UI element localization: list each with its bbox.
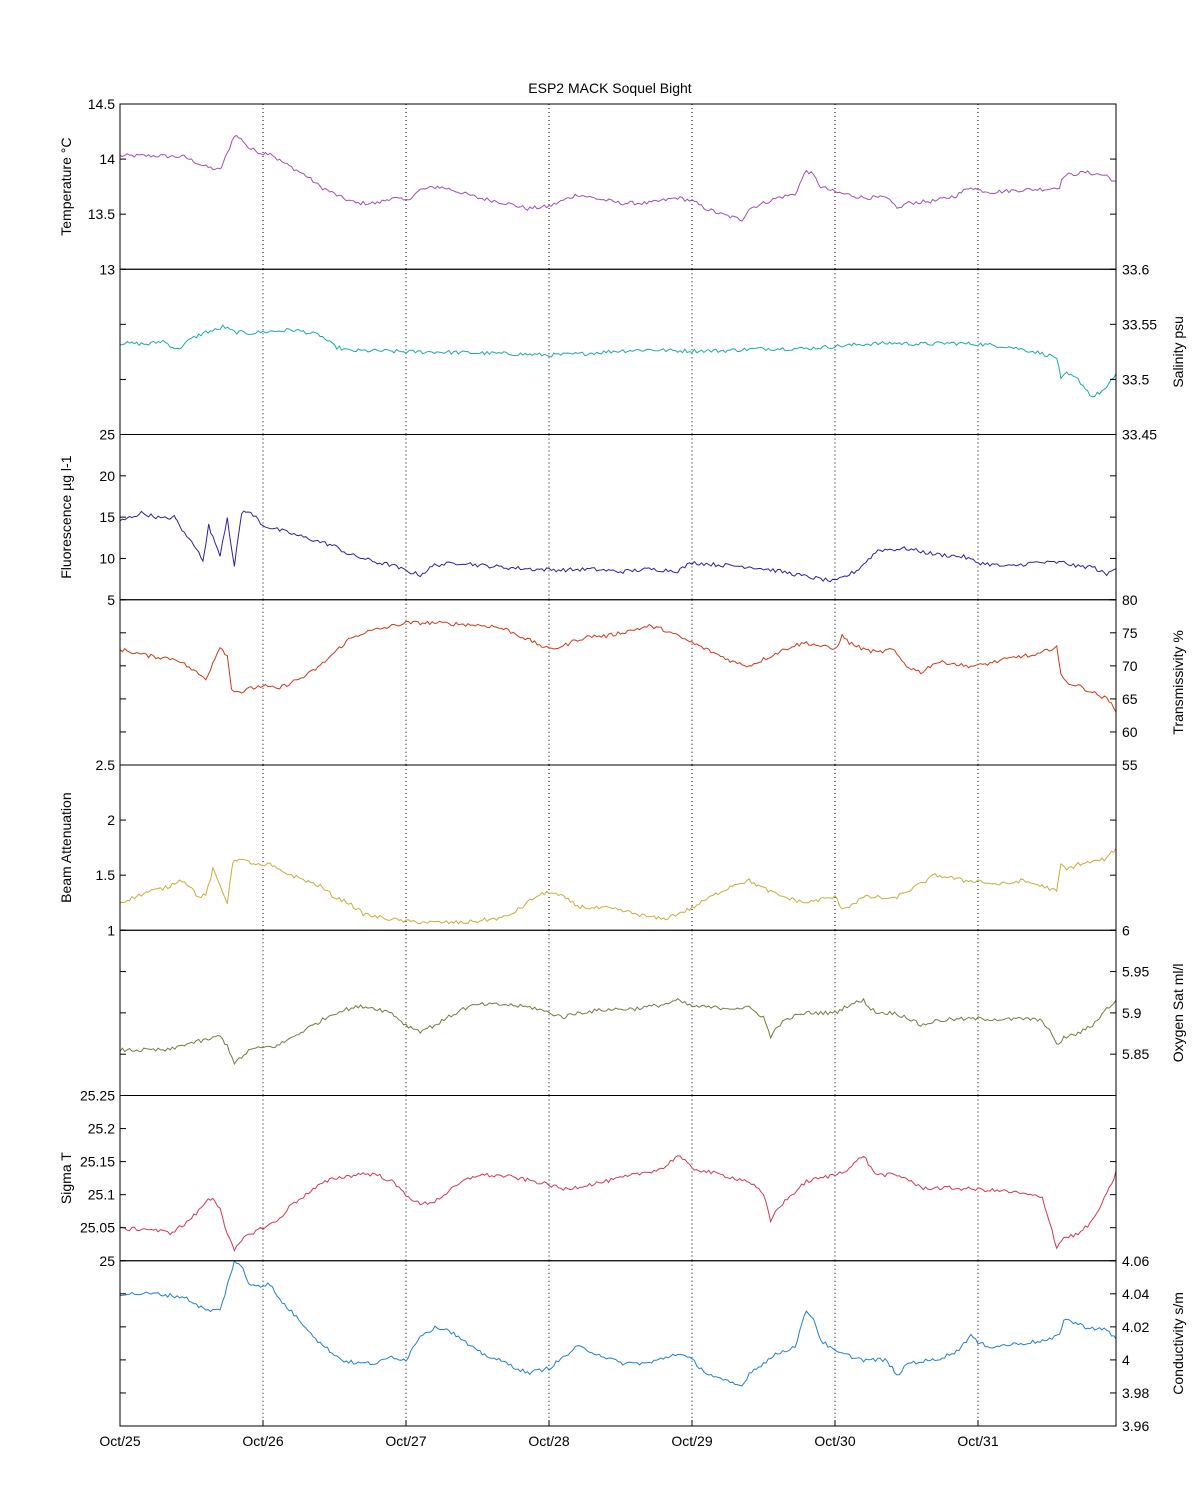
x-tick-label: Oct/25 — [99, 1433, 140, 1449]
y-axis-label-transmissivity: Transmissivity % — [1170, 630, 1186, 735]
series-line-fluorescence — [119, 503, 1117, 583]
y-tick-label: 33.5 — [1122, 371, 1149, 387]
y-tick-label: 2.5 — [96, 757, 116, 773]
y-tick-label: 25.05 — [80, 1220, 115, 1236]
panel-frame — [119, 764, 1117, 931]
y-tick-label: 2 — [107, 812, 115, 828]
y-tick-label: 33.55 — [1122, 316, 1157, 332]
y-axis-label-temperature: Temperature °C — [58, 138, 74, 236]
y-tick-label: 75 — [1122, 625, 1138, 641]
y-tick-label: 3.96 — [1122, 1418, 1149, 1434]
series-line-salinity — [119, 324, 1117, 398]
panel-conductivity: 3.96 3.98 4 4.02 4.04 4.06 Conductivity s/m — [119, 1253, 1186, 1434]
y-tick-label: 5 — [107, 592, 115, 608]
y-tick-label: 65 — [1122, 691, 1138, 707]
panel-oxygen: 5.85 5.9 5.95 6 Oxygen Sat ml/l — [119, 922, 1186, 1096]
panel-sigma_t: 25 25.05 25.1 25.15 25.2 25.25 Sigma T — [58, 1088, 1117, 1269]
y-tick-label: 1 — [107, 922, 115, 938]
y-axis-label-fluorescence: Fluorescence µg l-1 — [58, 455, 74, 578]
chart-title: ESP2 MACK Soquel Bight — [528, 80, 692, 96]
panel-temperature: 13 13.5 14 14.5 Temperature °C — [58, 96, 1117, 277]
y-tick-label: 25 — [99, 427, 115, 443]
y-tick-label: 4.06 — [1122, 1253, 1149, 1269]
y-tick-label: 5.95 — [1122, 964, 1149, 980]
y-tick-label: 14.5 — [88, 96, 115, 112]
x-tick-label: Oct/28 — [528, 1433, 569, 1449]
y-tick-label: 3.98 — [1122, 1385, 1149, 1401]
y-tick-label: 5.85 — [1122, 1046, 1149, 1062]
y-tick-label: 60 — [1122, 724, 1138, 740]
y-axis-label-sigma_t: Sigma T — [58, 1152, 74, 1204]
panel-frame — [119, 434, 1117, 601]
x-tick-label: Oct/29 — [671, 1433, 712, 1449]
y-tick-label: 25.2 — [88, 1121, 115, 1137]
y-tick-label: 80 — [1122, 592, 1138, 608]
series-line-temperature — [119, 134, 1117, 222]
y-tick-label: 14 — [99, 151, 115, 167]
y-tick-label: 55 — [1122, 757, 1138, 773]
y-axis-label-conductivity: Conductivity s/m — [1170, 1292, 1186, 1395]
y-tick-label: 5.9 — [1122, 1005, 1142, 1021]
x-tick-label: Oct/31 — [957, 1433, 998, 1449]
series-line-conductivity — [119, 1259, 1117, 1395]
panel-fluorescence: 5 10 15 20 25 Fluorescence µg l-1 — [58, 427, 1117, 608]
panel-frame — [119, 599, 1117, 766]
y-tick-label: 13 — [99, 261, 115, 277]
y-tick-label: 4 — [1122, 1352, 1130, 1368]
x-axis: Oct/25 Oct/26 Oct/27 Oct/28 Oct/29 Oct/30 Oct/… — [99, 1420, 999, 1449]
y-tick-label: 4.02 — [1122, 1319, 1149, 1335]
panel-frame — [119, 929, 1117, 1096]
y-tick-label: 25.1 — [88, 1187, 115, 1203]
y-tick-label: 25.15 — [80, 1154, 115, 1170]
x-tick-label: Oct/26 — [242, 1433, 283, 1449]
y-axis-label-beam_attenuation: Beam Attenuation — [58, 792, 74, 903]
y-tick-label: 20 — [99, 468, 115, 484]
y-tick-label: 13.5 — [88, 206, 115, 222]
y-tick-label: 33.6 — [1122, 261, 1149, 277]
series-line-beam_attenuation — [119, 786, 1117, 925]
x-tick-label: Oct/27 — [385, 1433, 426, 1449]
y-axis-label-oxygen: Oxygen Sat ml/l — [1170, 963, 1186, 1062]
x-tick-label: Oct/30 — [814, 1433, 855, 1449]
series-line-oxygen — [119, 995, 1117, 1066]
y-tick-label: 25 — [99, 1253, 115, 1269]
panel-beam_attenuation: 1 1.5 2 2.5 Beam Attenuation — [58, 757, 1117, 938]
y-tick-label: 4.04 — [1122, 1286, 1149, 1302]
panel-transmissivity: 55 60 65 70 75 80 Transmissivity % — [119, 592, 1186, 773]
y-tick-label: 25.25 — [80, 1088, 115, 1104]
series-line-sigma_t — [119, 1154, 1117, 1253]
panel-frame — [119, 1260, 1117, 1427]
y-tick-label: 1.5 — [96, 867, 116, 883]
panel-salinity: 33.45 33.5 33.55 33.6 Salinity psu — [119, 261, 1186, 443]
y-tick-label: 33.45 — [1122, 427, 1157, 443]
y-tick-label: 70 — [1122, 658, 1138, 674]
y-tick-label: 15 — [99, 509, 115, 525]
panel-frame — [119, 103, 1117, 270]
y-axis-label-salinity: Salinity psu — [1170, 316, 1186, 388]
panel-frame — [119, 1095, 1117, 1262]
y-tick-label: 6 — [1122, 922, 1130, 938]
series-line-transmissivity — [119, 620, 1117, 751]
y-tick-label: 10 — [99, 550, 115, 566]
